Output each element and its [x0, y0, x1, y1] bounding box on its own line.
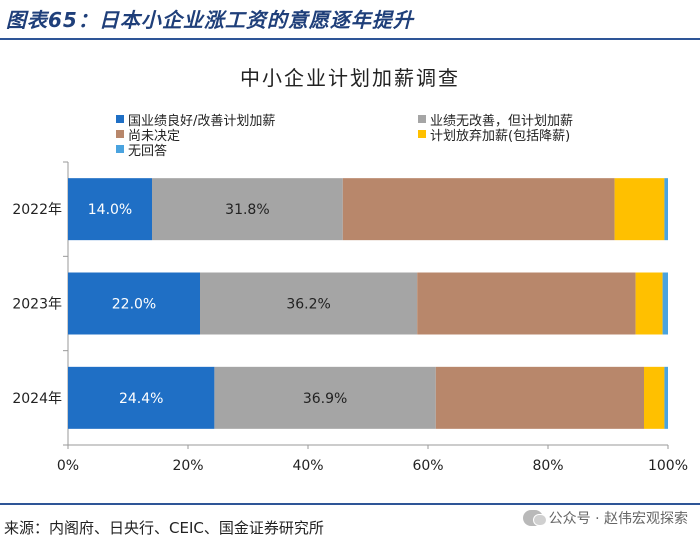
x-tick-label: 80%: [532, 458, 563, 474]
chart-title: 中小企业计划加薪调查: [240, 66, 460, 90]
x-tick-label: 0%: [57, 458, 79, 474]
legend-item-abandon: 计划放弃加薪(包括降薪): [418, 126, 571, 144]
category-label: 2024年: [12, 391, 62, 407]
data-label: 24.4%: [119, 391, 163, 407]
bar-segment: [614, 178, 665, 241]
x-tick-label: 100%: [648, 458, 688, 474]
data-label: 36.9%: [303, 391, 347, 407]
bar-segment: [68, 366, 215, 429]
footer-rule: [0, 503, 700, 505]
bar-segment: [664, 366, 668, 429]
bar-segment: [417, 272, 636, 335]
data-label: 36.2%: [286, 297, 330, 313]
legend-label-abandon: 计划放弃加薪(包括降薪): [430, 128, 571, 144]
bar-segment: [664, 178, 668, 241]
legend-label-good: 国业绩良好/改善计划加薪: [128, 113, 276, 129]
legend-item-no-improve: 业绩无改善，但计划加薪: [418, 111, 574, 129]
bar-segment: [342, 178, 615, 241]
legend-item-good: 国业绩良好/改善计划加薪: [116, 111, 276, 129]
x-tick-label: 20%: [172, 458, 203, 474]
category-label: 2022年: [12, 202, 62, 218]
wechat-icon: [522, 510, 547, 526]
legend-item-no-answer: 无回答: [116, 141, 168, 159]
legend-swatch-no-answer: [116, 145, 124, 153]
legend-swatch-undecided: [116, 130, 124, 138]
legend-swatch-no-improve: [418, 115, 426, 123]
legend-label-no-answer: 无回答: [128, 143, 168, 159]
bar-segment: [435, 366, 644, 429]
bar-segment: [68, 178, 152, 241]
watermark: 公众号 · 赵伟宏观探索: [522, 508, 688, 528]
legend-label-undecided: 尚未决定: [128, 128, 181, 144]
source-note: 来源：内阁府、日央行、CEIC、国金证券研究所: [4, 519, 324, 537]
header-rule: [0, 38, 700, 40]
bar-segment: [214, 366, 436, 429]
bar-segment: [68, 272, 200, 335]
watermark-text: 公众号 · 赵伟宏观探索: [548, 511, 688, 527]
legend-item-undecided: 尚未决定: [116, 126, 181, 144]
figure-title: 图表65：日本小企业涨工资的意愿逐年提升: [6, 8, 414, 32]
legend-label-no-improve: 业绩无改善，但计划加薪: [430, 113, 574, 129]
x-tick-label: 40%: [292, 458, 323, 474]
category-label: 2023年: [12, 297, 62, 313]
bar-segment: [662, 272, 668, 335]
bar-segment: [152, 178, 343, 241]
bar-segment: [644, 366, 665, 429]
x-tick-label: 60%: [412, 458, 443, 474]
bar-segment: [635, 272, 663, 335]
legend-swatch-good: [116, 115, 124, 123]
bar-segment: [200, 272, 418, 335]
figure-header: 图表65：日本小企业涨工资的意愿逐年提升: [0, 0, 700, 40]
data-label: 31.8%: [225, 202, 269, 218]
legend-swatch-abandon: [418, 130, 426, 138]
data-label: 22.0%: [112, 297, 156, 313]
data-label: 14.0%: [88, 202, 132, 218]
